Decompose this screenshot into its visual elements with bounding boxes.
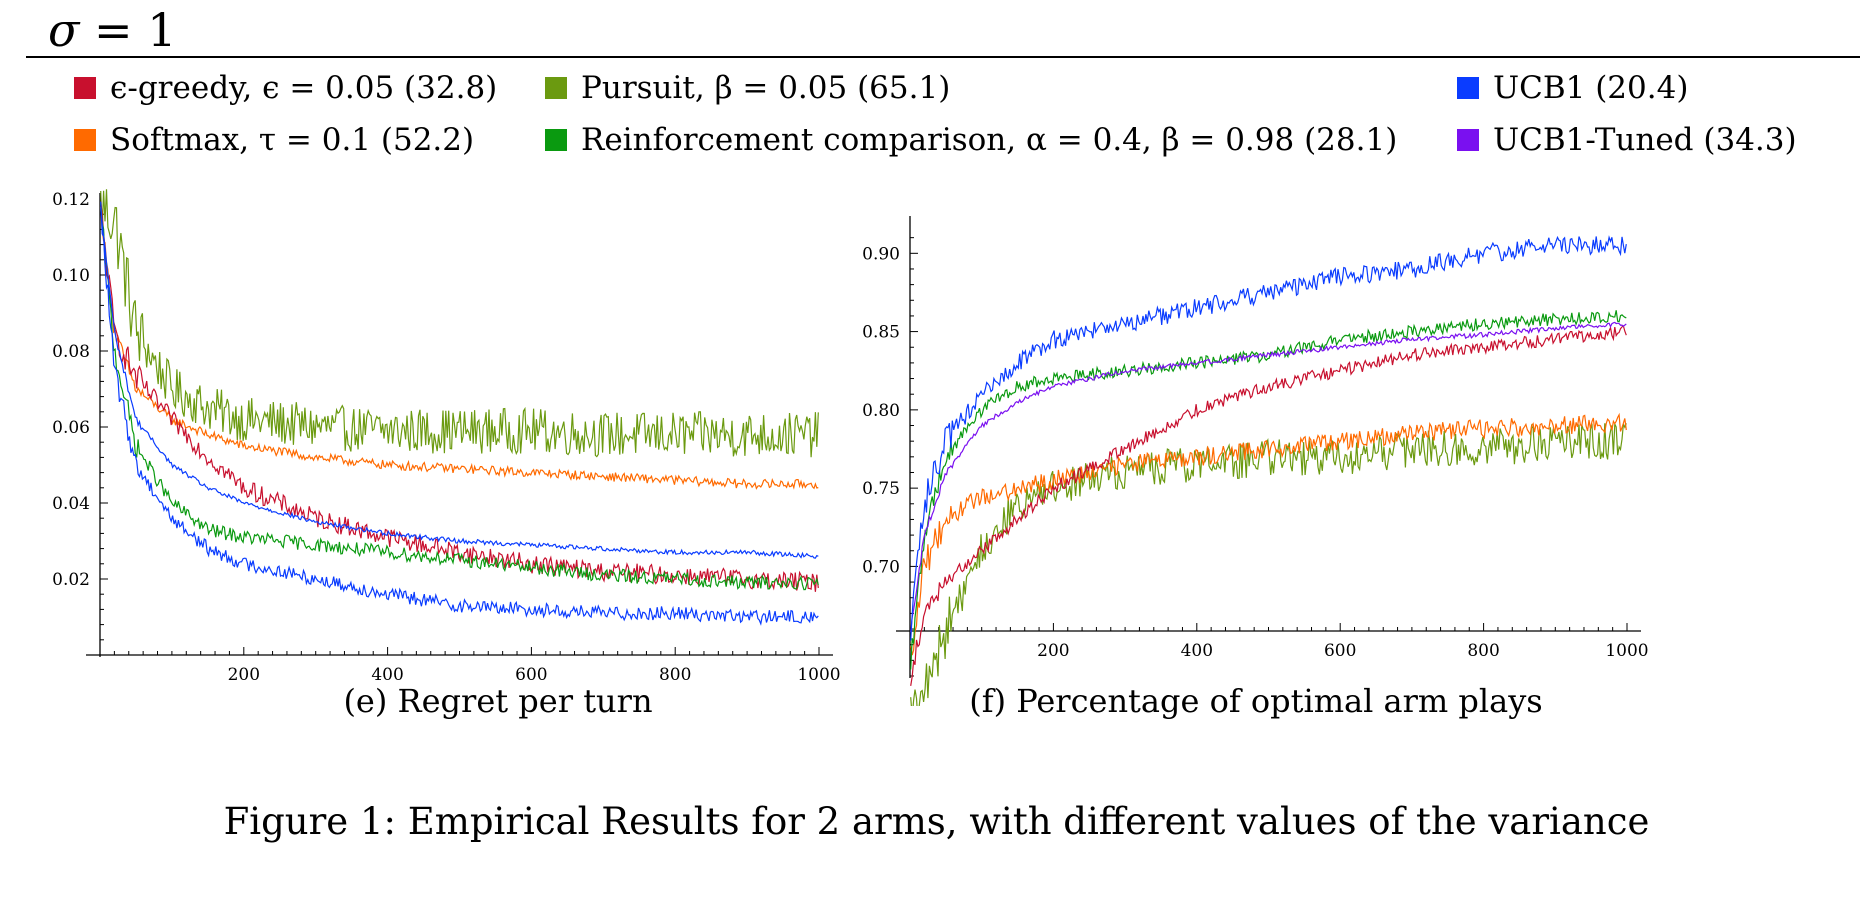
legend-item-softmax: Softmax, τ = 0.1 (52.2) (74, 122, 474, 158)
regret-chart: 200 400 600 800 1000 0.02 0.04 0.06 0.08 0.10 0.12 (52, 189, 841, 685)
x-tick-label: 600 (1324, 641, 1356, 661)
x-tick-label: 400 (1181, 641, 1213, 661)
x-tick-label: 800 (1467, 641, 1499, 661)
legend-label: Pursuit, β = 0.05 (65.1) (581, 70, 951, 106)
y-tick-label: 0.12 (52, 190, 90, 210)
series-line-pursuit (100, 189, 819, 458)
x-tick-label: 200 (228, 665, 260, 685)
series-line-ucb1-tuned (910, 321, 1627, 633)
series-line-ucb1 (100, 201, 819, 626)
legend-swatch (545, 129, 567, 151)
series-line-reinforcement-comparison (100, 203, 819, 591)
series-line-ucb1-tuned (100, 207, 819, 559)
series-line-greedy (910, 325, 1627, 686)
legend-label: ϵ-greedy, ϵ = 0.05 (32.8) (110, 70, 498, 106)
sigma-value: = 1 (79, 3, 177, 57)
series-line-reinforcement-comparison (910, 310, 1627, 670)
y-tick-label: 0.06 (52, 418, 90, 438)
legend-swatch (74, 129, 96, 151)
legend-item-epsilon-greedy: ϵ-greedy, ϵ = 0.05 (32.8) (74, 70, 497, 106)
legend-item-ucb1: UCB1 (20.4) (1457, 70, 1688, 106)
legend-swatch (1457, 129, 1479, 151)
x-tick-label: 600 (515, 665, 547, 685)
y-tick-label: 0.75 (862, 479, 900, 499)
legend-swatch (74, 77, 96, 99)
y-tick-label: 0.04 (52, 494, 90, 514)
legend-item-pursuit: Pursuit, β = 0.05 (65.1) (545, 70, 950, 106)
x-tick-label: 200 (1037, 641, 1069, 661)
heading-rule (26, 56, 1860, 58)
x-tick-label: 400 (371, 665, 403, 685)
series-line-pursuit (910, 423, 1627, 706)
legend-swatch (1457, 77, 1479, 99)
y-tick-label: 0.70 (862, 557, 900, 577)
series-line-softmax (910, 412, 1627, 656)
optimal-plays-chart-caption: (f) Percentage of optimal arm plays (969, 682, 1542, 720)
x-tick-label: 1000 (1605, 641, 1648, 661)
legend-label: Reinforcement comparison, α = 0.4, β = 0… (581, 122, 1398, 158)
legend-label: Softmax, τ = 0.1 (52.2) (110, 122, 475, 158)
y-tick-label: 0.80 (862, 401, 900, 421)
y-tick-label: 0.02 (52, 570, 90, 590)
figure-caption: Figure 1: Empirical Results for 2 arms, … (223, 800, 1650, 843)
y-tick-label: 0.85 (862, 323, 900, 343)
legend-item-ucb1-tuned: UCB1-Tuned (34.3) (1457, 122, 1797, 158)
legend-swatch (545, 77, 567, 99)
y-tick-label: 0.10 (52, 266, 90, 286)
legend-label: UCB1 (20.4) (1493, 70, 1689, 106)
x-tick-label: 1000 (797, 665, 840, 685)
series-line-softmax (100, 206, 819, 490)
y-tick-label: 0.08 (52, 342, 90, 362)
legend-label: UCB1-Tuned (34.3) (1493, 122, 1797, 158)
sigma-heading: σ = 1 (48, 2, 176, 58)
optimal-plays-chart: 200 400 600 800 1000 0.70 0.75 0.80 0.85 0.90 (862, 216, 1649, 706)
series-line-ucb1 (910, 235, 1627, 641)
y-tick-label: 0.90 (862, 244, 900, 264)
sigma-symbol: σ (48, 3, 80, 57)
regret-chart-caption: (e) Regret per turn (343, 682, 652, 720)
x-tick-label: 800 (659, 665, 691, 685)
legend-item-reinforcement-comparison: Reinforcement comparison, α = 0.4, β = 0… (545, 122, 1397, 158)
